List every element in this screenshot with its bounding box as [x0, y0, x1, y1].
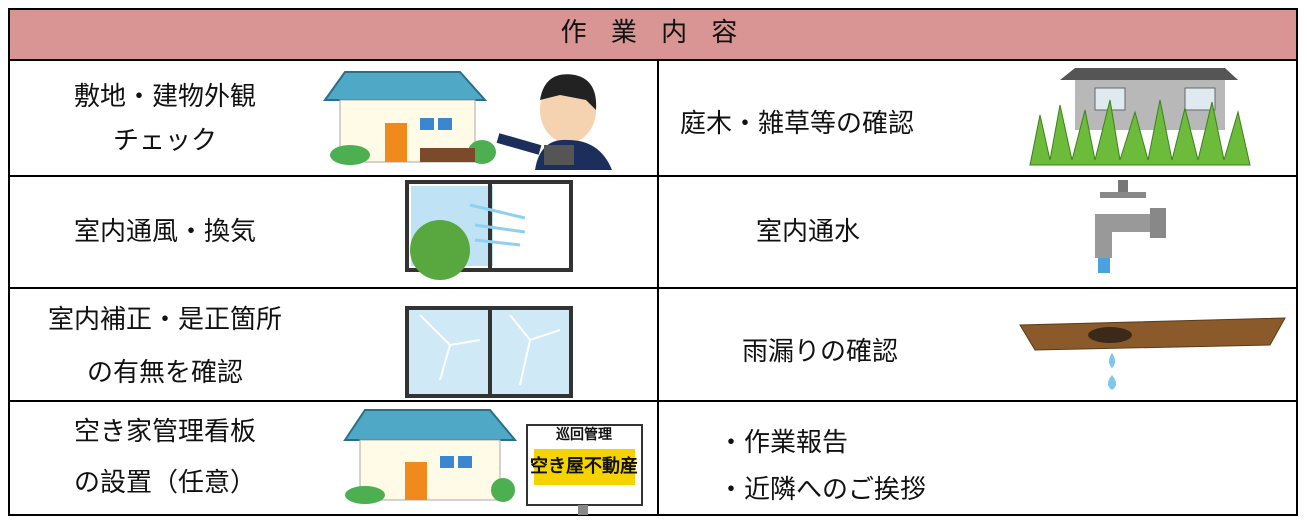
roof-leak-illustration [1019, 317, 1286, 390]
garden-illustration [1029, 68, 1251, 166]
cell-text: 室内通水 [755, 217, 861, 247]
broken-window-illustration [405, 306, 573, 398]
cell-text: 室内通風・換気 [73, 217, 257, 247]
cell-text: 敷地・建物外観 [73, 82, 257, 112]
grid [8, 8, 1298, 516]
cell-text: 室内補正・是正箇所 [47, 305, 283, 335]
header-bg [9, 9, 1297, 60]
faucet-illustration [1095, 180, 1166, 273]
cell-text: チェック [112, 126, 218, 156]
header-title: 作 業 内 容 [560, 18, 746, 48]
cell-text: 庭木・雑草等の確認 [680, 109, 915, 139]
cell-text: の有無を確認 [86, 358, 244, 388]
cell-text: 雨漏りの確認 [741, 337, 899, 367]
house-illustration [343, 409, 518, 504]
house-man-illustration [323, 71, 612, 170]
cell-text: ・近隣へのご挨拶 [718, 475, 927, 505]
sign-top: 巡回管理 [556, 427, 612, 443]
window-illustration [405, 180, 573, 280]
cell-text: ・作業報告 [718, 428, 849, 458]
sign-main: 空き屋不動産 [530, 456, 638, 477]
sign-illustration [526, 424, 643, 515]
cell-text: 空き家管理看板 [73, 417, 257, 447]
cell-text: の設置（任意） [73, 468, 257, 498]
